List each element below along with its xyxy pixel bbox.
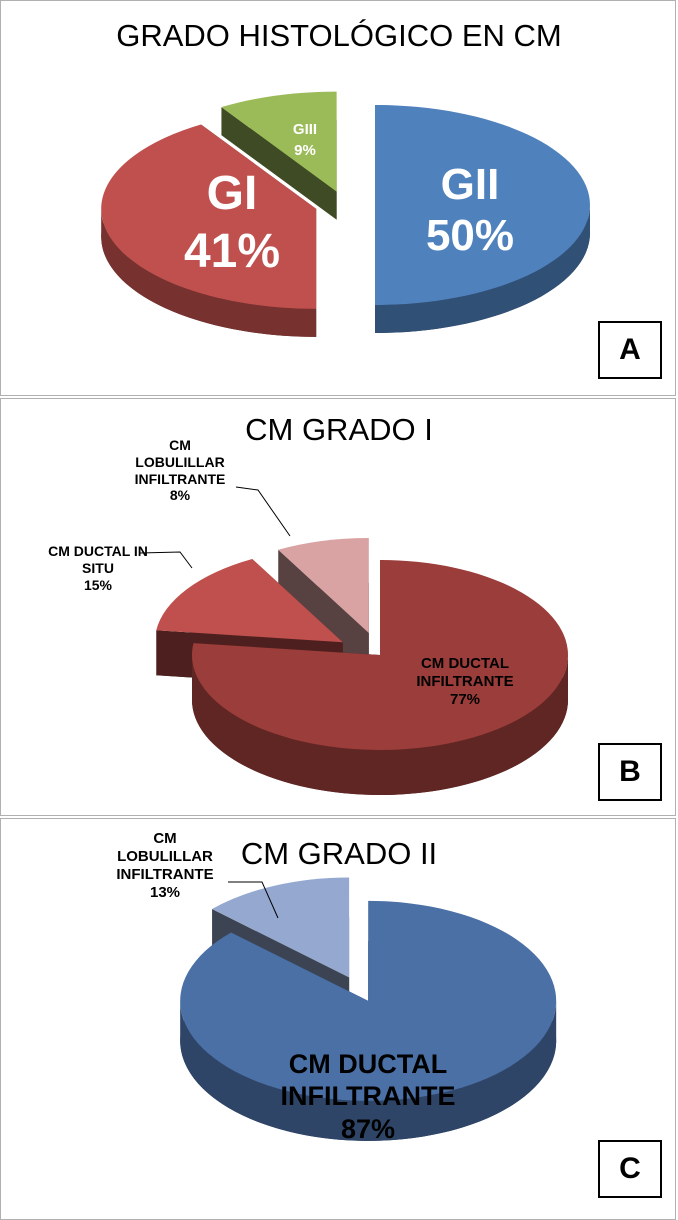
leader-line bbox=[235, 486, 291, 537]
chart-title: CM GRADO I bbox=[245, 412, 433, 447]
panel-letter: B bbox=[598, 743, 662, 801]
slice bbox=[221, 91, 337, 192]
data-label: GII 50% bbox=[370, 160, 570, 261]
slice-edge bbox=[375, 205, 590, 333]
panel bbox=[0, 0, 676, 396]
value-label: 50% bbox=[425, 210, 515, 260]
category-label: GI bbox=[206, 167, 258, 220]
value-label: 8% bbox=[169, 487, 191, 504]
data-label: CM LOBULILLAR INFILTRANTE 13% bbox=[105, 830, 225, 902]
panel-letter: C bbox=[598, 1140, 662, 1198]
slice-wall bbox=[278, 549, 369, 678]
data-label: GIII 9% bbox=[270, 119, 340, 161]
data-label: CM DUCTAL IN SITU 15% bbox=[48, 543, 148, 593]
data-label: GI 41% bbox=[132, 165, 332, 280]
pie-tops bbox=[180, 877, 557, 1101]
chart-title: GRADO HISTOLÓGICO EN CM bbox=[116, 18, 562, 53]
leader-line bbox=[139, 551, 193, 569]
value-label: 41% bbox=[183, 224, 281, 278]
panel-letter: A bbox=[598, 321, 662, 379]
category-label: CM LOBULILLAR INFILTRANTE bbox=[134, 437, 226, 487]
slice bbox=[101, 124, 317, 309]
value-label: 15% bbox=[83, 576, 113, 593]
value-label: 13% bbox=[149, 884, 181, 901]
data-label: CM DUCTAL INFILTRANTE 77% bbox=[395, 655, 535, 709]
slice-wall bbox=[221, 107, 337, 220]
slice bbox=[191, 560, 568, 751]
panel bbox=[0, 398, 676, 816]
pie-tops bbox=[156, 537, 568, 751]
category-label: CM LOBULILLAR INFILTRANTE bbox=[116, 830, 214, 883]
category-label: GII bbox=[440, 160, 500, 209]
data-label: CM LOBULILLAR INFILTRANTE 8% bbox=[123, 437, 238, 504]
data-label: CM DUCTAL INFILTRANTE 87% bbox=[248, 1048, 488, 1145]
chart-title: CM GRADO II bbox=[240, 836, 438, 871]
slice-edge bbox=[101, 208, 317, 337]
value-label: 77% bbox=[449, 691, 481, 708]
slice-edge bbox=[192, 655, 568, 795]
value-label: 9% bbox=[294, 142, 316, 159]
slice-edge bbox=[180, 1000, 557, 1141]
slice bbox=[180, 900, 557, 1101]
pie-tops bbox=[101, 91, 590, 309]
slice bbox=[156, 558, 343, 643]
slice bbox=[375, 105, 590, 305]
category-label: CM DUCTAL INFILTRANTE bbox=[280, 1049, 456, 1112]
pies bbox=[101, 91, 590, 1141]
slice bbox=[278, 537, 369, 633]
leader-line bbox=[228, 881, 279, 919]
category-label: CM DUCTAL INFILTRANTE bbox=[416, 655, 514, 690]
slice bbox=[212, 877, 350, 978]
category-label: CM DUCTAL IN SITU bbox=[48, 543, 148, 576]
value-label: 87% bbox=[340, 1113, 396, 1144]
category-label: GIII bbox=[292, 121, 318, 138]
